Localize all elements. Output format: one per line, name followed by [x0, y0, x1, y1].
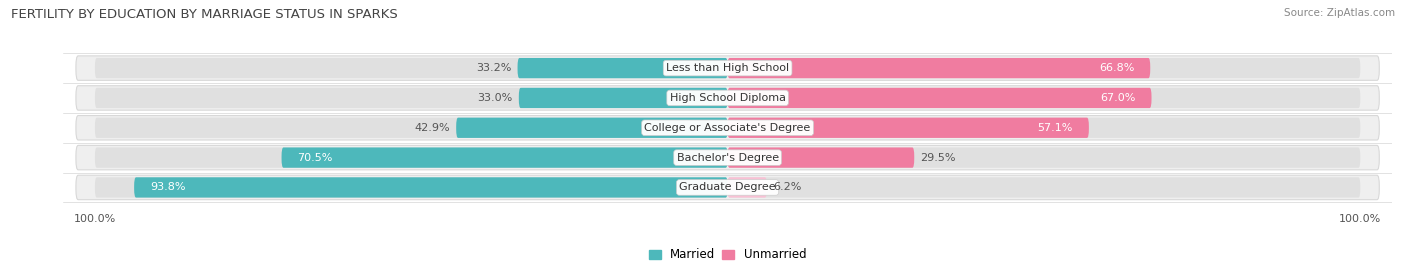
- Text: Graduate Degree: Graduate Degree: [679, 182, 776, 192]
- FancyBboxPatch shape: [728, 118, 1361, 138]
- Text: 42.9%: 42.9%: [415, 123, 450, 133]
- FancyBboxPatch shape: [76, 56, 1379, 80]
- Text: Source: ZipAtlas.com: Source: ZipAtlas.com: [1284, 8, 1395, 18]
- FancyBboxPatch shape: [76, 86, 1379, 110]
- Text: 29.5%: 29.5%: [921, 153, 956, 162]
- FancyBboxPatch shape: [76, 175, 1379, 200]
- Text: Less than High School: Less than High School: [666, 63, 789, 73]
- Text: 70.5%: 70.5%: [298, 153, 333, 162]
- FancyBboxPatch shape: [76, 116, 1379, 140]
- Text: FERTILITY BY EDUCATION BY MARRIAGE STATUS IN SPARKS: FERTILITY BY EDUCATION BY MARRIAGE STATU…: [11, 8, 398, 21]
- FancyBboxPatch shape: [456, 118, 728, 138]
- FancyBboxPatch shape: [519, 88, 728, 108]
- FancyBboxPatch shape: [94, 147, 728, 168]
- FancyBboxPatch shape: [728, 88, 1152, 108]
- FancyBboxPatch shape: [94, 177, 728, 198]
- FancyBboxPatch shape: [94, 88, 728, 108]
- FancyBboxPatch shape: [728, 147, 1361, 168]
- FancyBboxPatch shape: [728, 88, 1361, 108]
- Text: 6.2%: 6.2%: [773, 182, 801, 192]
- FancyBboxPatch shape: [728, 58, 1150, 78]
- FancyBboxPatch shape: [728, 177, 1361, 198]
- FancyBboxPatch shape: [728, 177, 766, 198]
- FancyBboxPatch shape: [94, 58, 728, 78]
- Text: Bachelor's Degree: Bachelor's Degree: [676, 153, 779, 162]
- Text: College or Associate's Degree: College or Associate's Degree: [644, 123, 811, 133]
- Text: High School Diploma: High School Diploma: [669, 93, 786, 103]
- Text: 33.0%: 33.0%: [477, 93, 512, 103]
- Text: 57.1%: 57.1%: [1038, 123, 1073, 133]
- FancyBboxPatch shape: [728, 58, 1361, 78]
- FancyBboxPatch shape: [134, 177, 728, 198]
- Text: 66.8%: 66.8%: [1099, 63, 1135, 73]
- Legend: Married, Unmarried: Married, Unmarried: [650, 248, 806, 261]
- Text: 33.2%: 33.2%: [475, 63, 512, 73]
- FancyBboxPatch shape: [728, 147, 914, 168]
- Text: 93.8%: 93.8%: [150, 182, 186, 192]
- Text: 67.0%: 67.0%: [1101, 93, 1136, 103]
- FancyBboxPatch shape: [728, 118, 1088, 138]
- FancyBboxPatch shape: [76, 145, 1379, 170]
- FancyBboxPatch shape: [517, 58, 728, 78]
- FancyBboxPatch shape: [94, 118, 728, 138]
- FancyBboxPatch shape: [281, 147, 728, 168]
